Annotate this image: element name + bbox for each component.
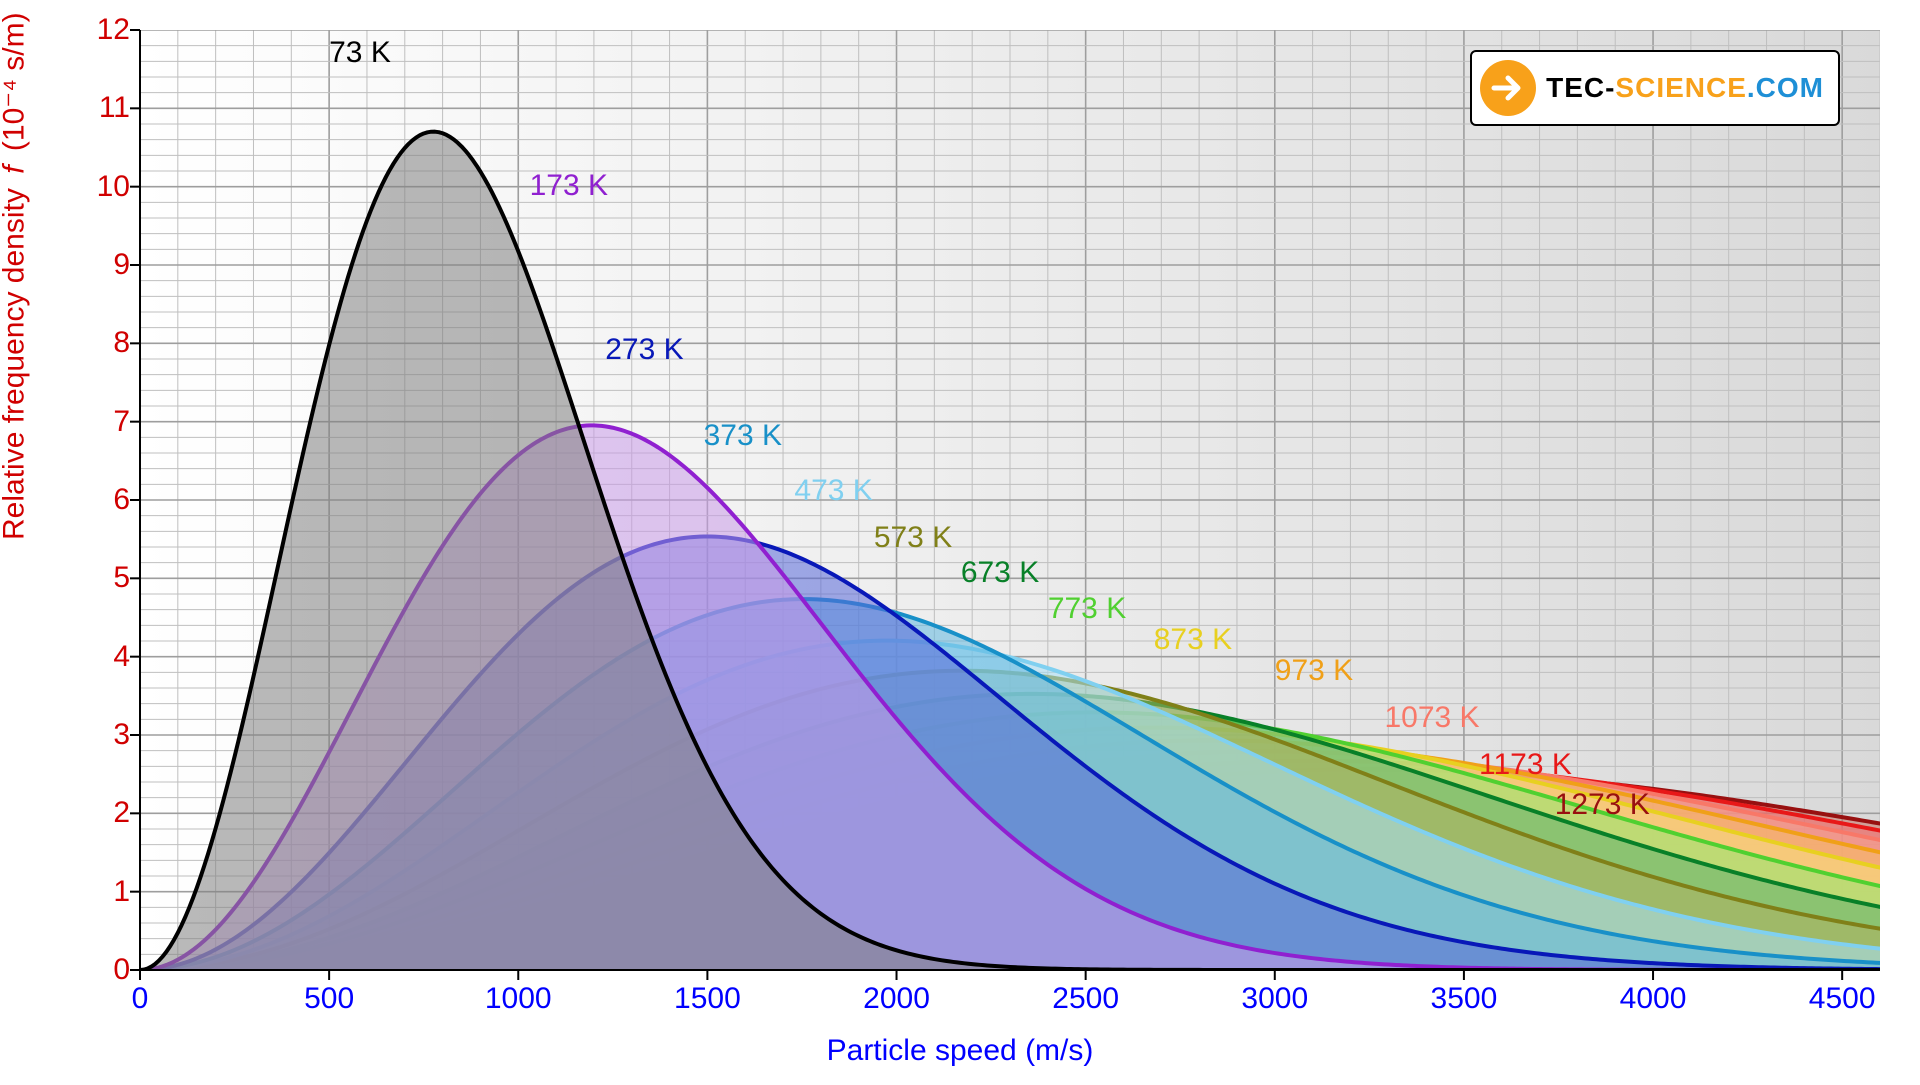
y-tick-label: 12 [70, 13, 130, 47]
logo-circle [1480, 60, 1536, 116]
curve-label: 1173 K [1479, 748, 1572, 782]
logo-text: TEC-SCIENCE.COM [1546, 72, 1824, 104]
x-axis-label: Particle speed (m/s) [827, 1034, 1094, 1068]
y-tick-label: 7 [70, 405, 130, 439]
logo-arrow-icon [1488, 68, 1528, 108]
curve-label: 273 K [605, 333, 683, 367]
x-tick-label: 0 [132, 982, 149, 1016]
y-axis-label-symbol: f [0, 165, 31, 173]
y-axis-label-text: Relative frequency density [0, 188, 31, 540]
chart-svg [0, 0, 1920, 1080]
curve-label: 773 K [1048, 592, 1126, 626]
x-tick-label: 4500 [1809, 982, 1876, 1016]
y-tick-label: 5 [70, 561, 130, 595]
y-tick-label: 8 [70, 326, 130, 360]
curve-label: 373 K [704, 419, 782, 453]
x-tick-label: 1500 [674, 982, 741, 1016]
curve-label: 873 K [1154, 623, 1232, 657]
x-tick-label: 3000 [1241, 982, 1308, 1016]
logo-box: TEC-SCIENCE.COM [1470, 50, 1840, 126]
y-tick-label: 10 [70, 170, 130, 204]
curve-label: 1273 K [1555, 788, 1650, 822]
y-tick-label: 2 [70, 796, 130, 830]
maxwell-boltzmann-chart: Particle speed (m/s) Relative frequency … [0, 0, 1920, 1080]
curve-label: 173 K [530, 169, 608, 203]
x-tick-label: 3500 [1431, 982, 1498, 1016]
curve-label: 1073 K [1384, 701, 1479, 735]
y-tick-label: 11 [70, 91, 130, 125]
x-tick-label: 1000 [485, 982, 552, 1016]
y-tick-label: 9 [70, 248, 130, 282]
y-tick-label: 0 [70, 953, 130, 987]
curve-label: 973 K [1275, 654, 1353, 688]
curve-label: 673 K [961, 556, 1039, 590]
x-tick-label: 500 [304, 982, 354, 1016]
y-axis-label: Relative frequency density f (10⁻⁴ s/m) [0, 12, 32, 540]
y-axis-label-unit: (10⁻⁴ s/m) [0, 12, 31, 151]
curve-label: 73 K [329, 36, 391, 70]
x-axis-label-text: Particle speed (m/s) [827, 1034, 1094, 1067]
x-tick-label: 2000 [863, 982, 930, 1016]
x-tick-label: 4000 [1620, 982, 1687, 1016]
x-tick-label: 2500 [1052, 982, 1119, 1016]
curve-label: 573 K [874, 521, 952, 555]
y-tick-label: 3 [70, 718, 130, 752]
y-tick-label: 6 [70, 483, 130, 517]
curve-label: 473 K [794, 474, 872, 508]
y-tick-label: 1 [70, 875, 130, 909]
y-tick-label: 4 [70, 640, 130, 674]
